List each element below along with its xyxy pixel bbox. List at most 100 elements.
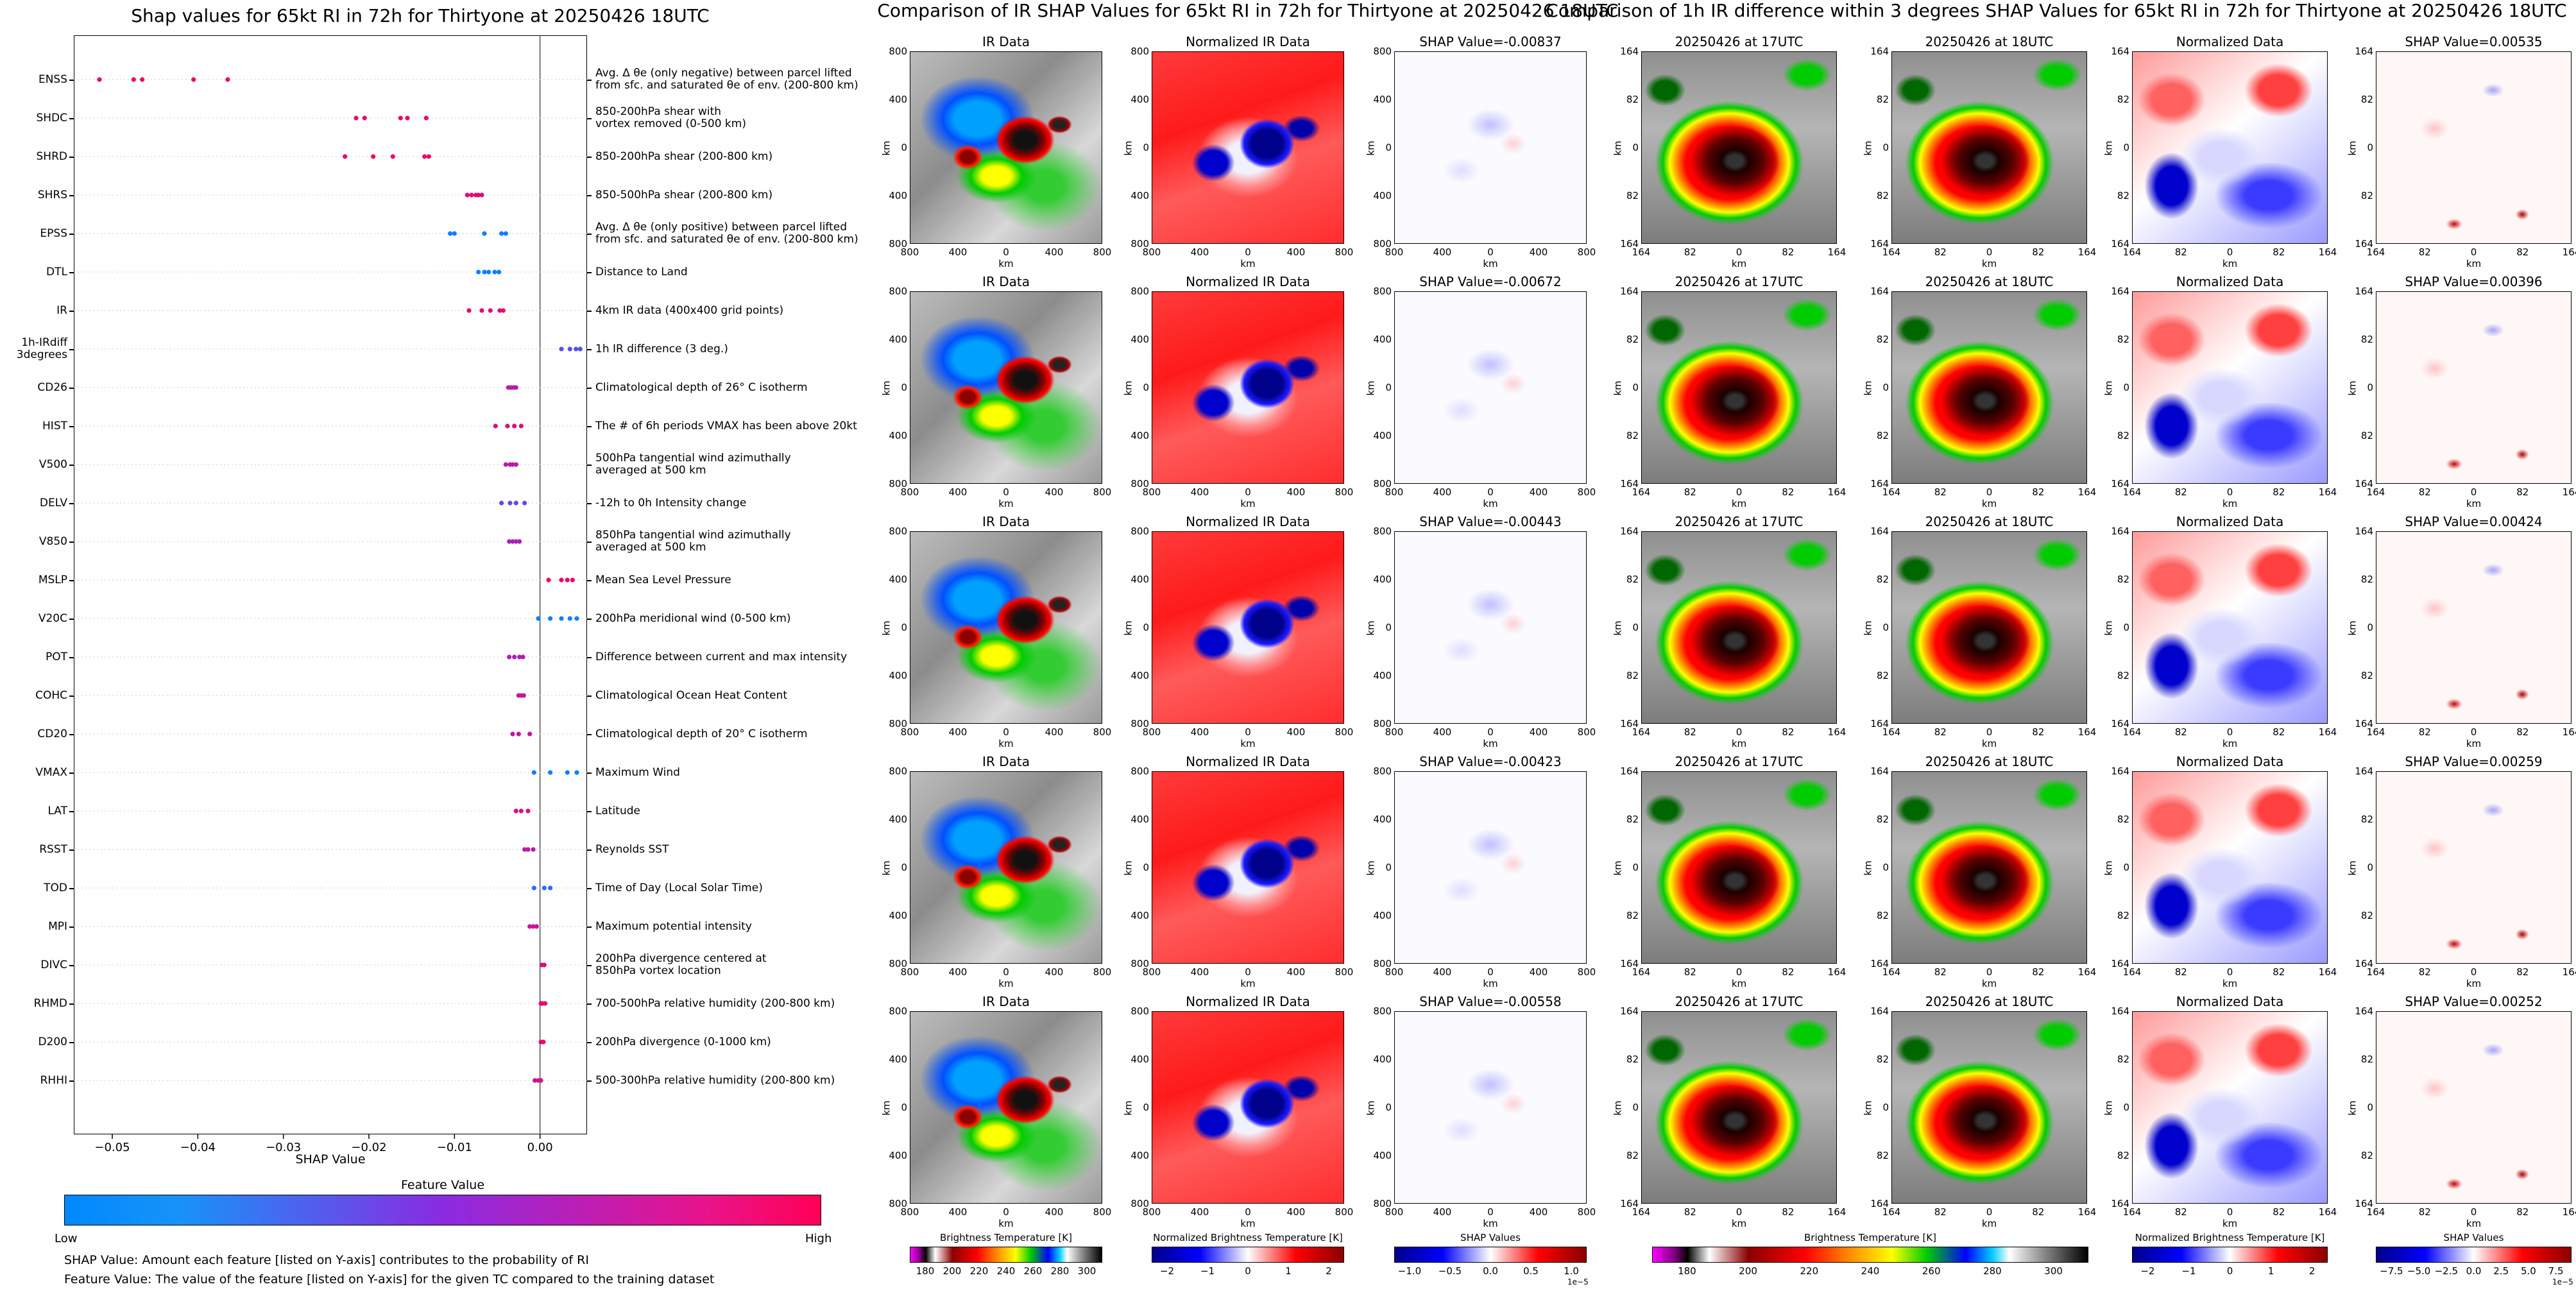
y-tick-label: 82 [2117,910,2129,921]
x-tick-label: 800 [1577,726,1596,738]
x-tick-label: 400 [948,246,968,258]
y-tick-label: 82 [2117,1150,2129,1161]
feature-description: Time of Day (Local Solar Time) [595,881,763,894]
ir-data-panel [910,51,1102,244]
panel-title: 20250426 at 18UTC [1925,274,2054,289]
shap-point [482,269,487,275]
y-tick-mark-right [587,503,592,504]
feature-description: Avg. Δ θe (only positive) between parcel… [595,221,858,246]
x-tick-label: 0 [1986,726,1993,738]
shap-point [518,808,524,814]
y-tick-label: 0 [1882,382,1889,393]
x-tick-label: 82 [1934,1206,1947,1218]
colorbar-tick-label: 280 [1050,1265,1070,1277]
y-tick-label: 400 [1373,430,1392,441]
x-tick-label: 800 [1577,1206,1596,1218]
x-tick-label: 164 [1882,966,1901,978]
x-tick-label: 800 [1142,726,1161,738]
x-tick-label: 400 [1286,1206,1306,1218]
x-axis-label: km [1240,738,1256,749]
feature-name: SHDC [36,111,67,124]
x-tick-label: 800 [1385,486,1404,498]
x-tick-label: 800 [1385,966,1404,978]
colorbar-tick-label: 260 [1922,1265,1941,1277]
shap-point [527,731,533,737]
feature-name: POT [45,650,67,663]
colorbar-tick-label: 1.0 [1564,1265,1579,1277]
y-tick-label: 400 [1373,910,1392,921]
y-tick-mark-right [587,888,592,889]
y-tick-mark [69,388,74,389]
x-tick-label: 164 [2366,726,2385,738]
x-tick-label: 164 [2562,726,2576,738]
shap-point [536,616,541,621]
feature-description: Latitude [595,804,640,817]
y-axis-label: km [1862,1100,1874,1116]
colorbar-tick-label: 280 [1983,1265,2002,1277]
y-tick-label: 400 [889,1054,907,1065]
x-tick-label: 800 [1093,246,1112,258]
x-tick-label: 82 [2032,486,2045,498]
x-axis-label: km [998,498,1014,509]
panel-title: SHAP Value=-0.00443 [1419,514,1562,529]
y-tick-mark [69,465,74,466]
shap-point [559,346,564,352]
y-tick-mark [69,426,74,427]
y-axis-label: km [880,141,892,156]
x-axis-label: km [1483,738,1498,749]
x-tick-label: 82 [2516,966,2529,978]
x-tick-label: 164 [2318,1206,2337,1218]
y-axis-label: km [1612,380,1624,396]
shap-point [548,885,553,891]
x-tick-label: 164 [2077,486,2097,498]
y-tick-label: 0 [2367,862,2373,873]
panel-title: 20250426 at 17UTC [1675,34,1804,49]
x-tick-label: 400 [1286,966,1306,978]
feature-description: Maximum Wind [595,765,680,779]
y-tick-label: 82 [1876,574,1889,585]
normalized-ir-panel [1152,771,1344,964]
y-axis-label: km [1122,1100,1134,1116]
panel-title: SHAP Value=-0.00558 [1419,994,1562,1009]
x-tick-label: 800 [900,966,919,978]
x-axis-label: km [1483,1218,1498,1229]
x-axis-label: km [1240,498,1256,509]
shap-point [97,77,102,82]
y-tick-label: 82 [2117,94,2129,105]
shap-point [398,115,403,121]
shap-point [541,1039,546,1045]
panel-title: Normalized Data [2176,754,2284,769]
feature-description: Mean Sea Level Pressure [595,573,731,586]
y-tick-mark [69,542,74,543]
y-tick-label: 800 [1130,478,1149,490]
y-tick-mark-right [587,734,592,735]
x-axis-label: km [1981,738,1997,749]
y-tick-label: 82 [2117,190,2129,201]
y-tick-label: 400 [1130,334,1149,345]
feature-name: HIST [42,419,67,432]
x-tick-label: 0 [1736,1206,1743,1218]
x-tick-label: 82 [1782,1206,1795,1218]
panel-title: Normalized IR Data [1186,34,1310,49]
panel-title: 20250426 at 17UTC [1675,994,1804,1009]
x-tick-label: 82 [1782,486,1795,498]
shap-point [422,154,427,159]
y-tick-label: 800 [1130,525,1149,537]
shap-point [538,1078,543,1083]
y-tick-mark [69,80,74,81]
x-tick-label: 400 [1529,246,1548,258]
shap-summary-title: Shap values for 65kt RI in 72h for Thirt… [131,5,710,26]
y-tick-label: 0 [901,862,907,873]
y-tick-mark [69,272,74,273]
y-tick-mark [69,118,74,119]
shap-point [510,731,515,737]
shap-point [507,539,512,544]
feature-name: CD26 [37,380,67,394]
y-tick-mark-right [587,1080,592,1082]
ir-shap-panel [1394,51,1587,244]
y-tick-label: 400 [889,910,907,921]
x-tick-label: 800 [1385,246,1404,258]
x-axis-label: km [998,738,1014,749]
x-tick-label: 82 [1934,486,1947,498]
x-tick-label: −0.02 [351,1141,387,1154]
